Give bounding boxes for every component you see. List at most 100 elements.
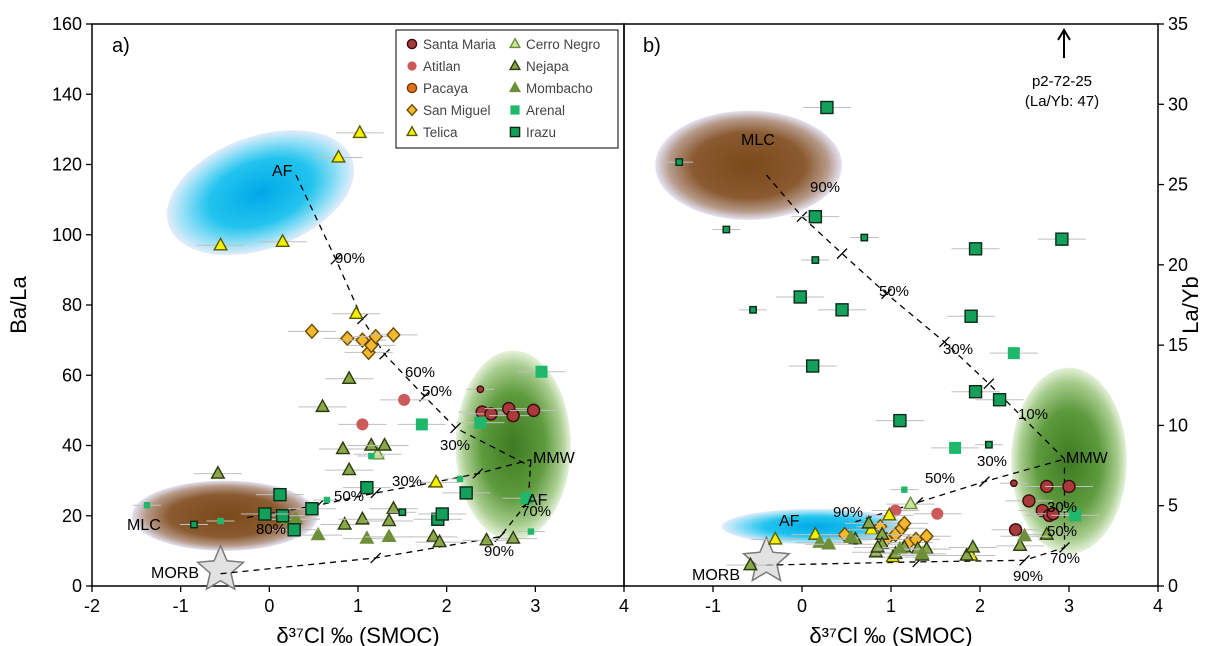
panel-a-point-arenal-small [456, 475, 464, 483]
panel-b-point-irazu [964, 309, 978, 323]
panel-b-pct-50-center: 50% [925, 470, 955, 487]
legend-label-nejapa: Nejapa [526, 59, 569, 74]
panel-a-morb-star [195, 543, 246, 591]
panel-b-point-irazu-small [860, 233, 869, 242]
panel-b-x-tick-label: -1 [705, 596, 721, 616]
panel-a-pct-30: 30% [440, 437, 470, 454]
panel-b-x-tick-label: 4 [1153, 596, 1163, 616]
panel-a-mixing-tick [370, 552, 382, 564]
panel-b-pct-30-center: 30% [977, 453, 1007, 470]
panel-a-label: a) [112, 35, 130, 57]
panel-a-point-santa-maria-small [476, 385, 485, 394]
panel-a-field-mmw [455, 350, 571, 541]
panel-a-point-irazu [360, 480, 374, 495]
panel-a-point-irazu [435, 507, 449, 521]
panel-a-label-morb: MORB [151, 565, 199, 582]
panel-a-point-irazu [287, 523, 301, 537]
panel-a-point-nejapa [337, 516, 353, 530]
panel-b-point-mombacho [821, 535, 837, 550]
panel-b-point-nejapa [965, 539, 981, 553]
panel-b-field-mlc [655, 110, 843, 220]
panel-b-point-arenal-small [901, 486, 908, 493]
panel-b-y-tick-label: 25 [1168, 175, 1188, 195]
compositional-fields [131, 110, 1127, 591]
panel-b-point-telica [881, 507, 897, 521]
panel-b-label: b) [643, 35, 661, 57]
panel-a-point-mombacho [359, 530, 375, 544]
panel-b-point-irazu [805, 359, 820, 373]
panel-a-point-nejapa [341, 370, 357, 384]
panel-a-y-tick-label: 40 [62, 436, 82, 456]
panel-a-point-nejapa [425, 528, 441, 543]
panel-a-x-tick-label: 0 [264, 596, 274, 616]
panel-a-point-san-miguel [304, 323, 320, 340]
panel-a-point-nejapa [385, 500, 401, 514]
panel-b-label-af: AF [779, 513, 800, 530]
panel-b-point-irazu [808, 209, 823, 224]
panel-a-point-mombacho [310, 526, 326, 541]
panel-b-pct-90-right: 90% [1013, 568, 1043, 585]
panel-a-annotations: AF MLC MMW AF MORB 90% 60% 50% 30% 30% 5… [127, 163, 576, 582]
panel-a-point-nejapa [377, 437, 393, 451]
legend-label-mombacho: Mombacho [526, 81, 593, 96]
panel-a-point-nejapa [381, 512, 397, 527]
panel-b-mixing-tick [881, 288, 893, 300]
panel-a-point-telica [348, 305, 364, 319]
panel-a-x-tick-label: 4 [619, 596, 629, 616]
panel-a-pct-90-bottom: 90% [484, 543, 514, 560]
panel-b-y-tick-label: 0 [1168, 576, 1178, 596]
legend: Santa Maria Atitlan Pacaya San Miguel Telica… [395, 29, 619, 149]
legend-label-irazu: Irazu [526, 125, 556, 140]
panel-b-mixing-tick [1059, 542, 1071, 553]
panel-a-pct-90-top: 90% [335, 250, 365, 267]
legend-marker-mombacho [508, 81, 522, 93]
panel-b-point-irazu [968, 242, 983, 256]
panel-b-point-irazu-small [749, 305, 757, 314]
panel-a-point-nejapa [341, 461, 357, 476]
panel-a-point-san-miguel [355, 332, 370, 349]
legend-marker-santa-maria [406, 38, 418, 50]
panel-a-point-nejapa [210, 465, 226, 479]
panel-b-label-mmw: MMW [1066, 450, 1109, 467]
panel-b-point-irazu-small [675, 158, 684, 166]
panel-b-pct-10: 10% [1018, 406, 1048, 423]
panel-a-point-arenal [474, 416, 487, 429]
panel-a-label-mlc: MLC [127, 517, 161, 534]
panel-b-point-irazu [992, 393, 1007, 407]
panel-b-point-santa-maria [1022, 494, 1036, 508]
panel-b-point-santa-maria [1008, 523, 1023, 537]
panel-b-point-nejapa [959, 547, 975, 561]
panel-b-point-irazu [820, 100, 834, 115]
panel-b-point-nejapa [861, 515, 877, 529]
legend-label-telica: Telica [423, 125, 458, 140]
panel-a-point-santa-maria [506, 408, 520, 423]
panel-a-point-atitlan [398, 393, 411, 406]
panel-a-label-af-right: AF [527, 492, 548, 509]
panel-b-x-tick-label: 3 [1064, 596, 1074, 616]
panel-a-point-arenal-small [323, 496, 331, 504]
panel-a-label-mmw: MMW [533, 450, 576, 467]
legend-label-cerro-negro: Cerro Negro [526, 37, 600, 52]
panel-a-point-telica [352, 124, 368, 139]
panel-a-mixing-tick [356, 313, 368, 325]
panel-a-pct-60: 60% [405, 364, 435, 381]
panel-b-label-mlc: MLC [741, 132, 775, 149]
panel-a-point-arenal [415, 418, 428, 431]
panel-a-mixing-tick [450, 422, 461, 434]
legend-marker-nejapa [508, 59, 522, 71]
panel-b-mixing-tick [978, 476, 990, 488]
panel-b-pct-30-right: 30% [1047, 499, 1077, 516]
panel-a-point-nejapa [505, 530, 521, 544]
panel-b-point-cerro-negro [903, 495, 919, 510]
legend-label-santa-maria: Santa Maria [423, 37, 496, 52]
panel-a-y-tick-label: 80 [62, 295, 82, 315]
panel-a-point-irazu [273, 487, 287, 502]
panel-b-pct-90: 90% [810, 179, 840, 196]
panel-a-pct-30b: 30% [392, 473, 422, 490]
panel-b-y-tick-label: 20 [1168, 255, 1188, 275]
panel-a-pct-80: 80% [256, 521, 286, 538]
panel-a-point-arenal-small [217, 517, 224, 525]
panel-b-point-santa-maria-small [1009, 479, 1018, 488]
legend-marker-san-miguel [406, 103, 418, 117]
